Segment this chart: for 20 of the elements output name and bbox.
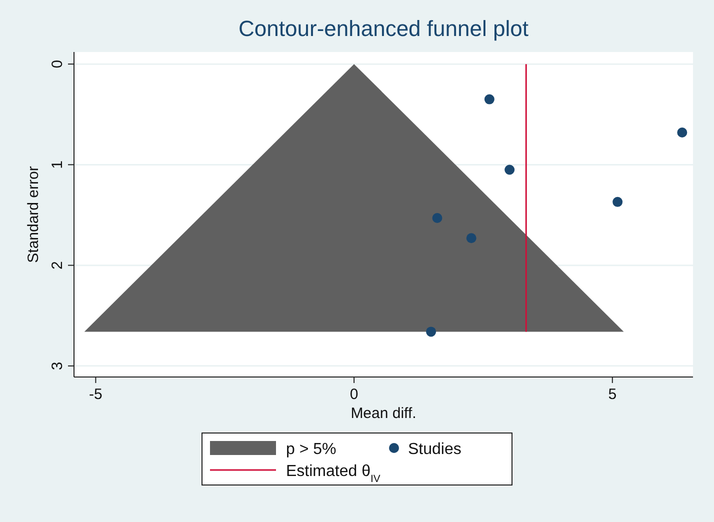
point xyxy=(612,196,623,207)
chart-title: Contour-enhanced funnel plot xyxy=(238,16,528,41)
point xyxy=(484,94,494,104)
y-tick-label: 1 xyxy=(49,160,66,169)
x-tick-label: 0 xyxy=(350,386,358,403)
x-tick-label: -5 xyxy=(89,386,102,403)
legend-label: Estimated θ$_{IV}$ xyxy=(286,463,380,484)
legend-label: Studies xyxy=(408,441,462,458)
point xyxy=(426,326,436,337)
point xyxy=(677,127,688,138)
y-tick-label: 0 xyxy=(49,60,66,68)
x-tick-label: 5 xyxy=(608,386,617,403)
y-axis-title: Standard error xyxy=(25,166,42,263)
point xyxy=(466,233,476,244)
legend-label: p > 5% xyxy=(286,441,336,458)
point xyxy=(432,213,442,224)
x-axis-title: Mean diff. xyxy=(350,405,416,422)
y-tick-label: 3 xyxy=(49,362,66,370)
y-tick-label: 2 xyxy=(49,261,66,270)
point xyxy=(504,164,515,175)
